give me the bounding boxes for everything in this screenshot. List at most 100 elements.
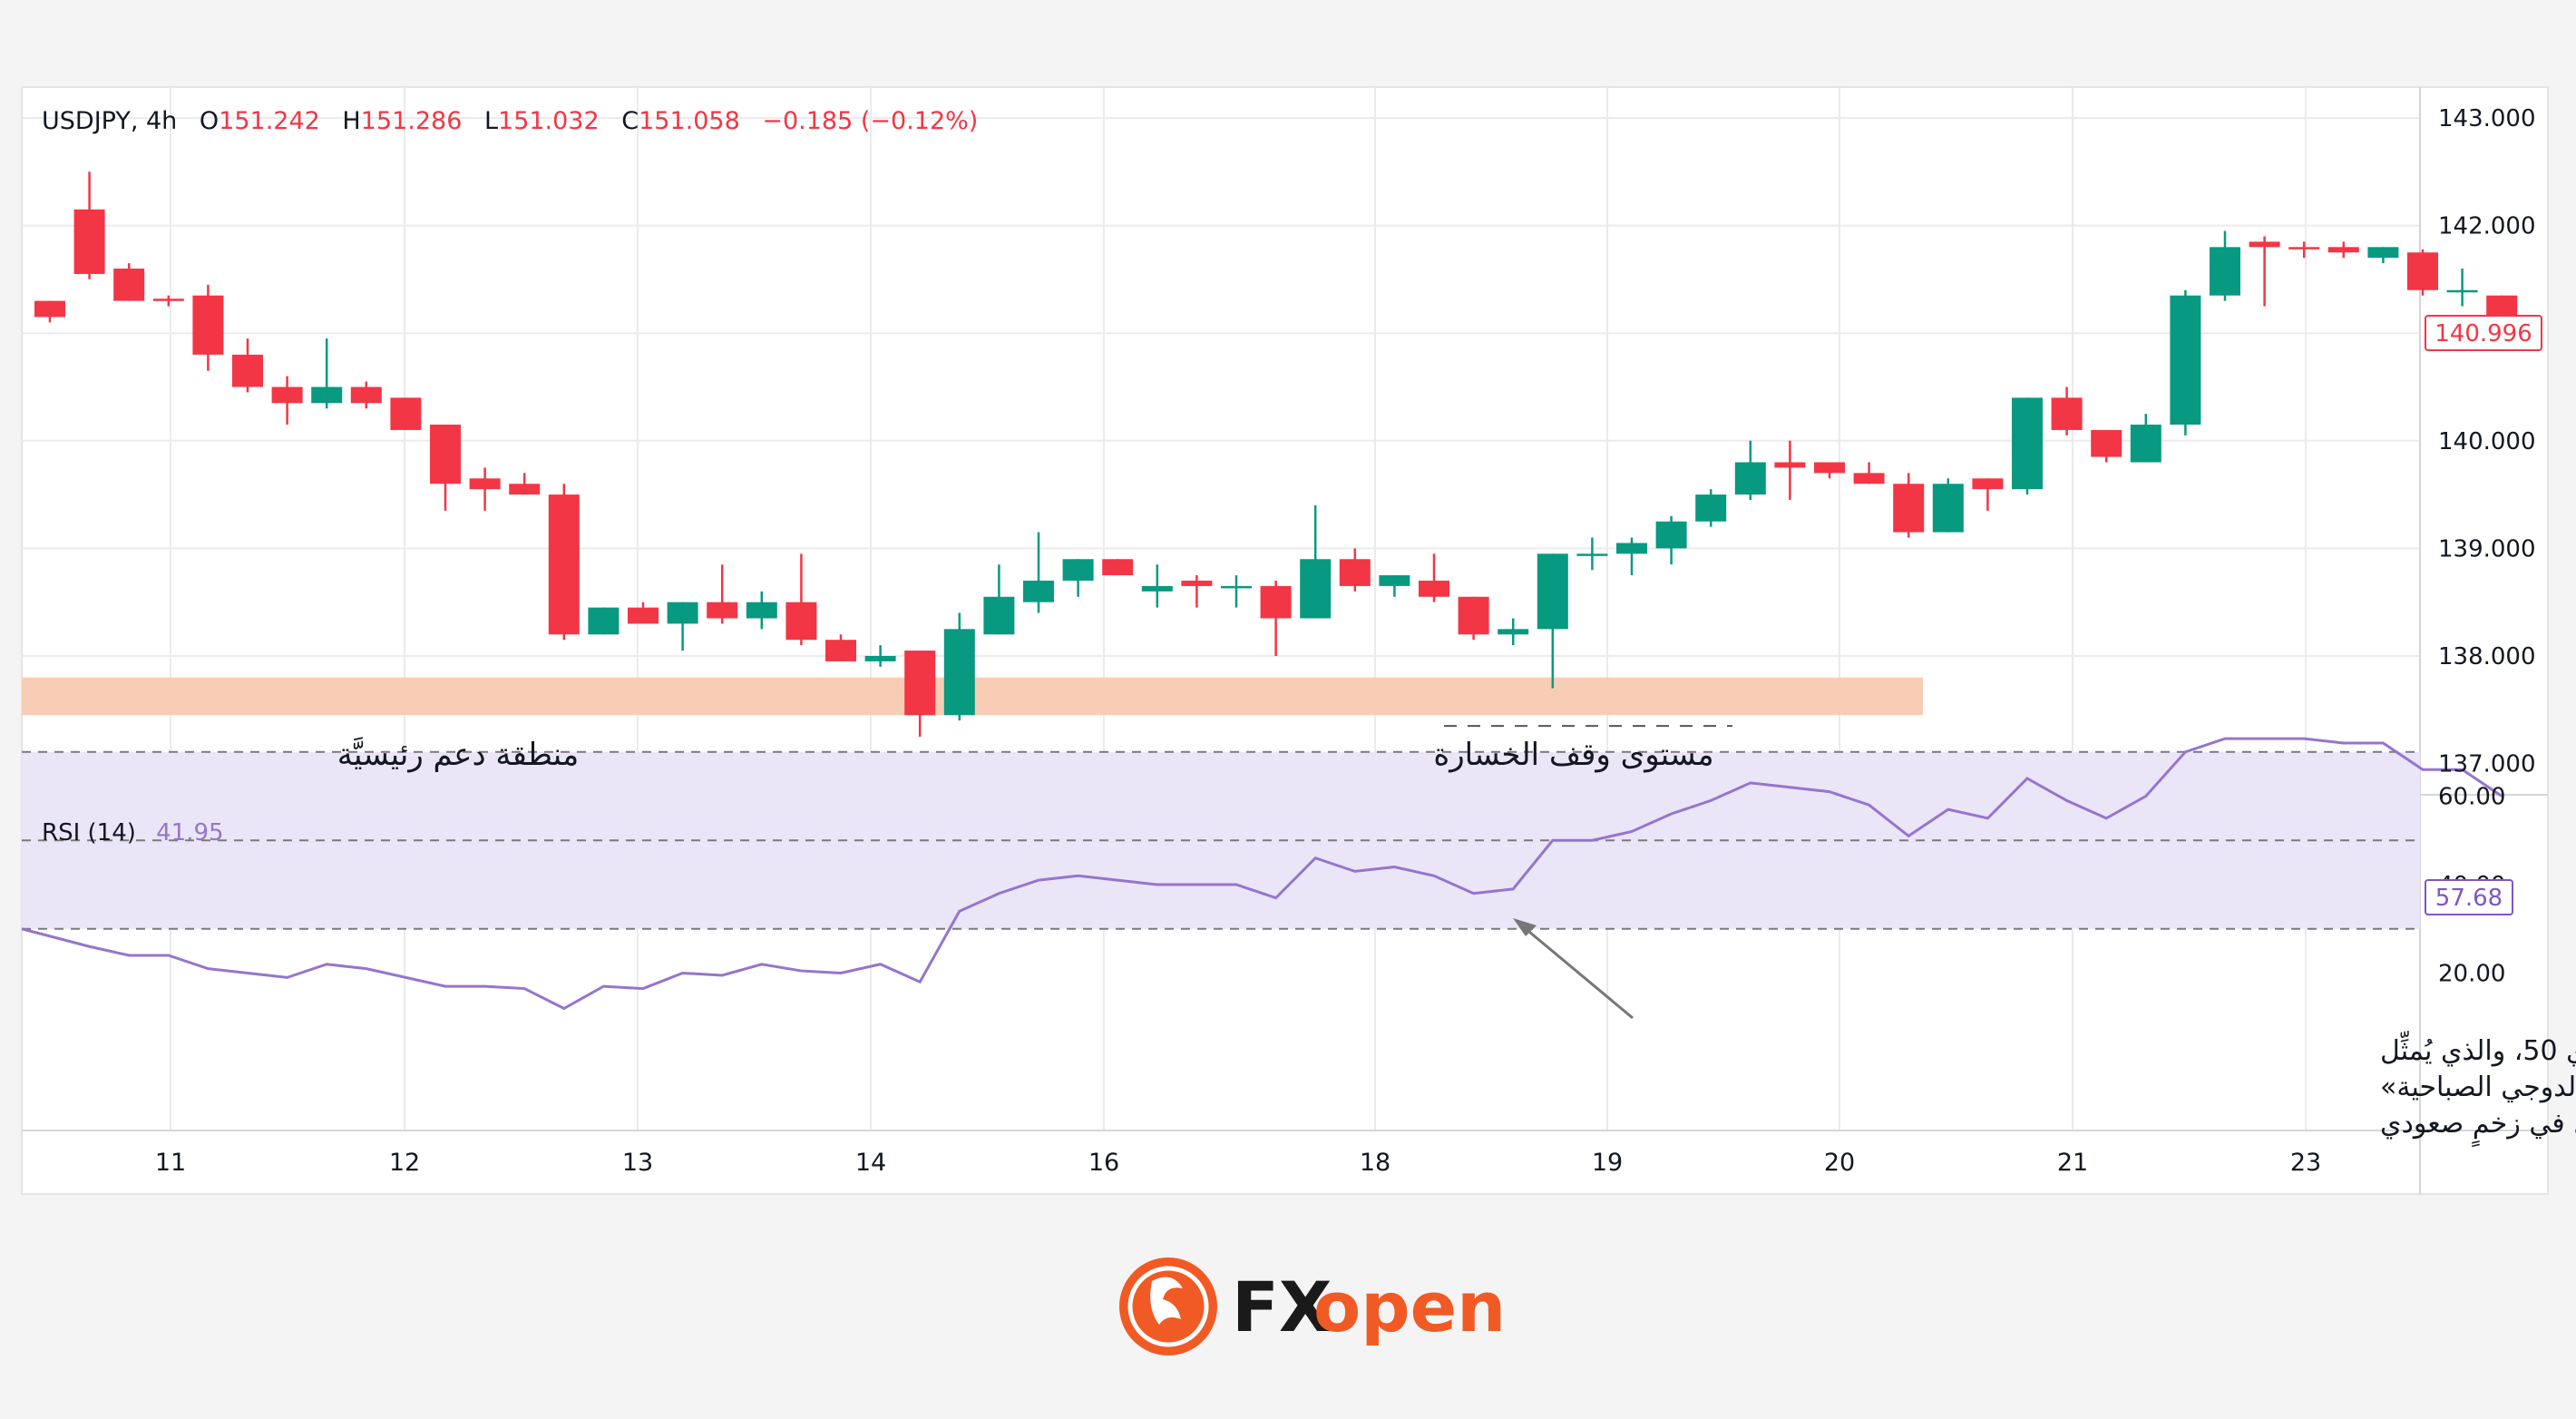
high-label: H bbox=[342, 107, 360, 135]
candle bbox=[1853, 462, 1885, 484]
candle bbox=[1379, 575, 1410, 597]
candle-body bbox=[2249, 241, 2280, 248]
candle-body bbox=[509, 484, 541, 495]
candle-body bbox=[430, 425, 461, 484]
price-tick-label: 142.000 bbox=[2438, 213, 2536, 240]
candle-body bbox=[271, 387, 303, 404]
rsi-line bbox=[21, 737, 2503, 1011]
candle bbox=[113, 263, 145, 301]
rsi-label-line: RSI (14) 41.95 bbox=[42, 819, 224, 847]
price-tick-label: 137.000 bbox=[2438, 751, 2536, 778]
candle bbox=[1181, 575, 1213, 608]
candle bbox=[2012, 397, 2043, 495]
candle bbox=[1537, 553, 1568, 689]
candle bbox=[1062, 559, 1094, 597]
candle bbox=[469, 467, 501, 511]
candle bbox=[628, 602, 659, 624]
candle bbox=[2170, 289, 2201, 435]
candle-body bbox=[1655, 521, 1687, 549]
candle-body bbox=[232, 354, 263, 387]
candle-body bbox=[1023, 580, 1054, 602]
candle-body bbox=[707, 602, 738, 619]
price-tick-label: 143.000 bbox=[2438, 105, 2536, 132]
candle-body bbox=[1379, 575, 1410, 586]
candle bbox=[34, 300, 65, 323]
time-tick-label: 13 bbox=[622, 1149, 653, 1177]
current-price-value: 140.996 bbox=[2435, 320, 2532, 347]
candle-body bbox=[785, 602, 817, 641]
candle bbox=[509, 473, 541, 495]
candle bbox=[2051, 387, 2083, 435]
logo-text-open: open bbox=[1313, 1267, 1506, 1347]
rsi-current-tag bbox=[2425, 879, 2513, 915]
candle bbox=[1616, 537, 1647, 576]
candle bbox=[864, 645, 896, 667]
candle-body bbox=[1774, 462, 1806, 468]
candle bbox=[1023, 532, 1054, 613]
candle bbox=[2210, 230, 2240, 301]
candle bbox=[1221, 575, 1252, 608]
candle-body bbox=[2407, 252, 2438, 290]
candle bbox=[1576, 537, 1608, 571]
candle bbox=[588, 607, 620, 635]
candle bbox=[1655, 515, 1687, 565]
candle-body bbox=[1695, 494, 1727, 522]
candle-body bbox=[1458, 596, 1489, 635]
candle-body bbox=[311, 387, 343, 404]
candle bbox=[350, 381, 382, 409]
close-value: 151.058 bbox=[639, 107, 740, 135]
logo-bull-icon bbox=[1150, 1277, 1183, 1325]
candle bbox=[1339, 548, 1371, 592]
time-tick-label: 11 bbox=[155, 1149, 186, 1177]
candle-body bbox=[588, 607, 620, 635]
candle-body bbox=[2327, 247, 2359, 253]
time-ticks: 11 12 13 14 16 18 19 20 21 23 bbox=[155, 1149, 2321, 1177]
candle bbox=[2288, 241, 2320, 259]
candle-body bbox=[1102, 559, 1134, 576]
candle-body bbox=[1537, 553, 1568, 630]
candle-body bbox=[1300, 559, 1332, 619]
candle-body bbox=[1734, 462, 1766, 495]
candle-body bbox=[113, 269, 145, 301]
candle-body bbox=[1814, 462, 1845, 474]
rsi-tick-label: 20.00 bbox=[2438, 961, 2505, 988]
candle-body bbox=[1221, 585, 1252, 589]
candle-body bbox=[152, 298, 184, 301]
candle bbox=[746, 591, 777, 630]
rsi-tick-label: 60.00 bbox=[2438, 784, 2505, 811]
time-tick-label: 16 bbox=[1088, 1149, 1119, 1177]
close-label: C bbox=[621, 107, 639, 135]
low-label: L bbox=[484, 107, 498, 135]
candle bbox=[825, 634, 856, 661]
candle bbox=[232, 338, 263, 393]
candle-body bbox=[350, 387, 382, 404]
candle bbox=[548, 484, 580, 641]
time-tick-label: 23 bbox=[2290, 1149, 2321, 1177]
open-label: O bbox=[200, 107, 219, 135]
candle-body bbox=[1260, 585, 1292, 619]
candle bbox=[1774, 440, 1806, 501]
rsi-levels bbox=[22, 750, 2420, 930]
stop-loss-label: مستوى وقف الخسارة bbox=[1433, 737, 1713, 773]
candle-body bbox=[2051, 397, 2083, 430]
candle-body bbox=[667, 602, 698, 624]
candle-body bbox=[2130, 425, 2161, 463]
candle-body bbox=[1498, 629, 1529, 635]
candle bbox=[1695, 489, 1727, 527]
candle bbox=[707, 564, 738, 624]
candle bbox=[904, 651, 936, 737]
candle bbox=[390, 397, 422, 430]
symbol-label: USDJPY, 4h bbox=[42, 107, 177, 135]
time-tick-label: 21 bbox=[2057, 1149, 2088, 1177]
rsi-current-value: 57.68 bbox=[2435, 885, 2503, 912]
logo-text-fx: FX bbox=[1232, 1267, 1332, 1347]
candle-body bbox=[1062, 559, 1094, 581]
candle bbox=[1814, 462, 1845, 479]
candle bbox=[1260, 580, 1292, 656]
candle bbox=[192, 284, 224, 371]
candle bbox=[73, 171, 105, 279]
rsi-legend-value: 41.95 bbox=[156, 819, 223, 847]
candle bbox=[1419, 553, 1449, 602]
rsi-label: RSI (14) bbox=[42, 819, 136, 847]
